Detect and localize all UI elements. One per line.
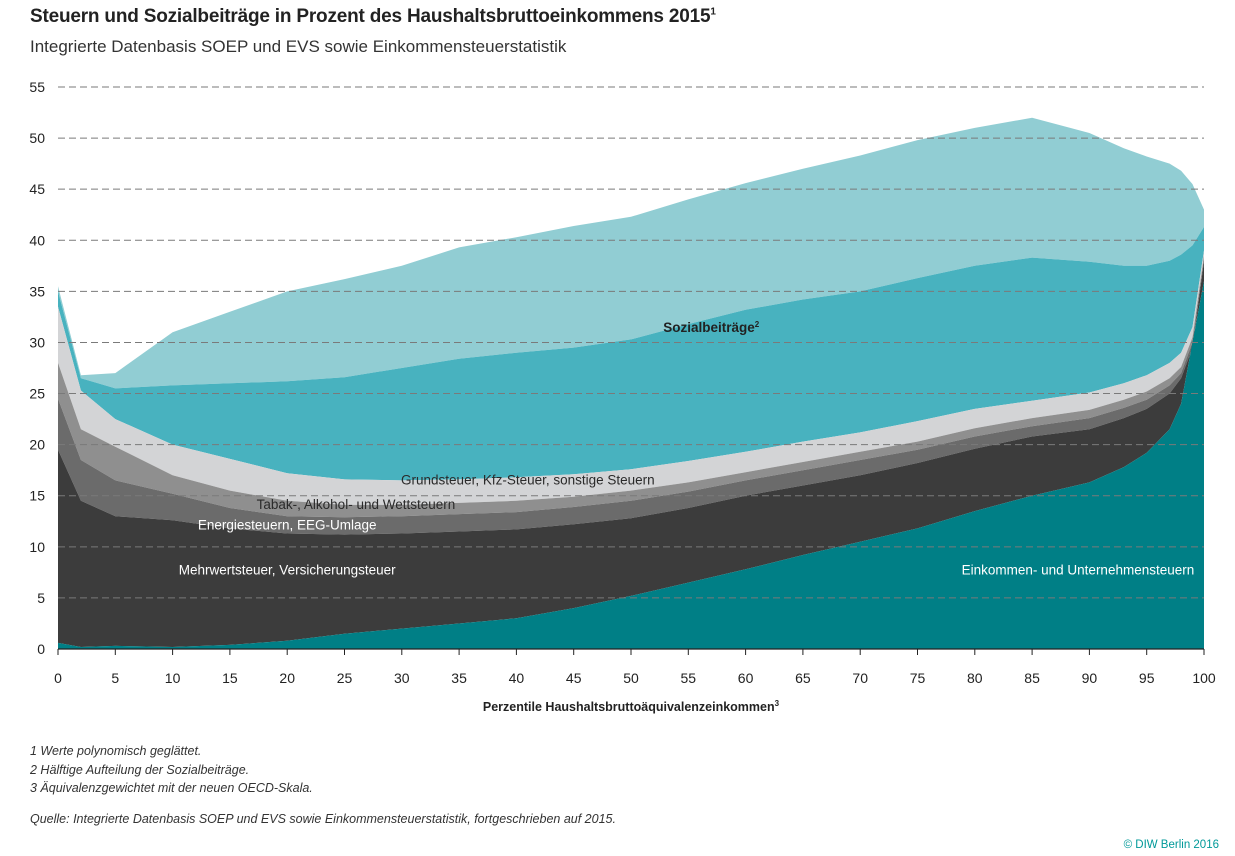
source-note: Quelle: Integrierte Datenbasis SOEP und … [30,812,616,826]
series-label-2: Mehrwertsteuer, Versicherungsteuer [179,562,396,577]
x-tick-label: 100 [1192,670,1216,686]
x-tick-label: 95 [1139,670,1155,686]
x-tick-label: 15 [222,670,238,686]
y-tick-label: 30 [29,334,45,350]
y-tick-label: 10 [29,539,45,555]
y-tick-label: 5 [37,590,45,606]
x-tick-label: 0 [54,670,62,686]
y-tick-label: 45 [29,181,45,197]
x-tick-label: 50 [623,670,639,686]
footnote-2: 2 Hälftige Aufteilung der Sozialbeiträge… [30,763,250,777]
x-tick-label: 40 [509,670,525,686]
series-label-4: Tabak-, Alkohol- und Wettsteuern [257,497,456,512]
series-label-6: Sozialbeiträge2 [663,320,760,335]
footnote-3: 3 Äquivalenzgewichtet mit der neuen OECD… [30,781,313,795]
y-tick-label: 40 [29,232,45,248]
x-tick-label: 10 [165,670,181,686]
x-tick-label: 25 [337,670,353,686]
y-tick-label: 25 [29,386,45,402]
area-2 [58,260,1204,647]
series-label-5: Grundsteuer, Kfz-Steuer, sonstige Steuer… [401,472,655,487]
area-1 [58,281,1204,649]
x-axis-label: Perzentile Haushaltsbruttoäquivalenzeink… [483,699,780,714]
x-tick-label: 20 [279,670,295,686]
chart-title: Steuern und Sozialbeiträge in Prozent de… [30,6,716,27]
axes: 0 5 10 15 20 25 30 35 40 45 50 55 0 5 10 15 20 25 30 35 40 45… [29,79,1215,686]
y-tick-label: 20 [29,437,45,453]
x-tick-label: 75 [910,670,926,686]
y-tick-label: 55 [29,79,45,95]
y-tick-label: 35 [29,283,45,299]
series-labels: Einkommen- und Unternehmensteuern Mehrwer… [179,320,1194,577]
x-tick-label: 45 [566,670,582,686]
area-3 [58,257,1204,535]
x-tick-label: 70 [852,670,868,686]
x-tick-label: 85 [1024,670,1040,686]
x-tick-label: 55 [681,670,697,686]
area-7 [58,117,1204,389]
series-label-1: Einkommen- und Unternehmensteuern [962,562,1195,577]
area-6 [58,227,1204,481]
footnote-1: 1 Werte polynomisch geglättet. [30,744,202,758]
x-tick-label: 80 [967,670,983,686]
y-tick-label: 0 [37,641,45,657]
chart-subtitle: Integrierte Datenbasis SOEP und EVS sowi… [30,37,567,56]
copyright: © DIW Berlin 2016 [1123,839,1219,851]
x-tick-label: 30 [394,670,410,686]
series-label-3: Energiesteuern, EEG-Umlage [198,517,377,532]
x-tick-label: 90 [1082,670,1098,686]
x-tick-label: 35 [451,670,467,686]
area-4 [58,255,1204,518]
x-tick-label: 5 [111,670,119,686]
x-tick-label: 60 [738,670,754,686]
y-tick-label: 15 [29,488,45,504]
area-series [58,117,1204,649]
gridlines [58,86,1204,599]
y-tick-label: 50 [29,130,45,146]
area-5 [58,250,1204,505]
x-tick-label: 65 [795,670,811,686]
